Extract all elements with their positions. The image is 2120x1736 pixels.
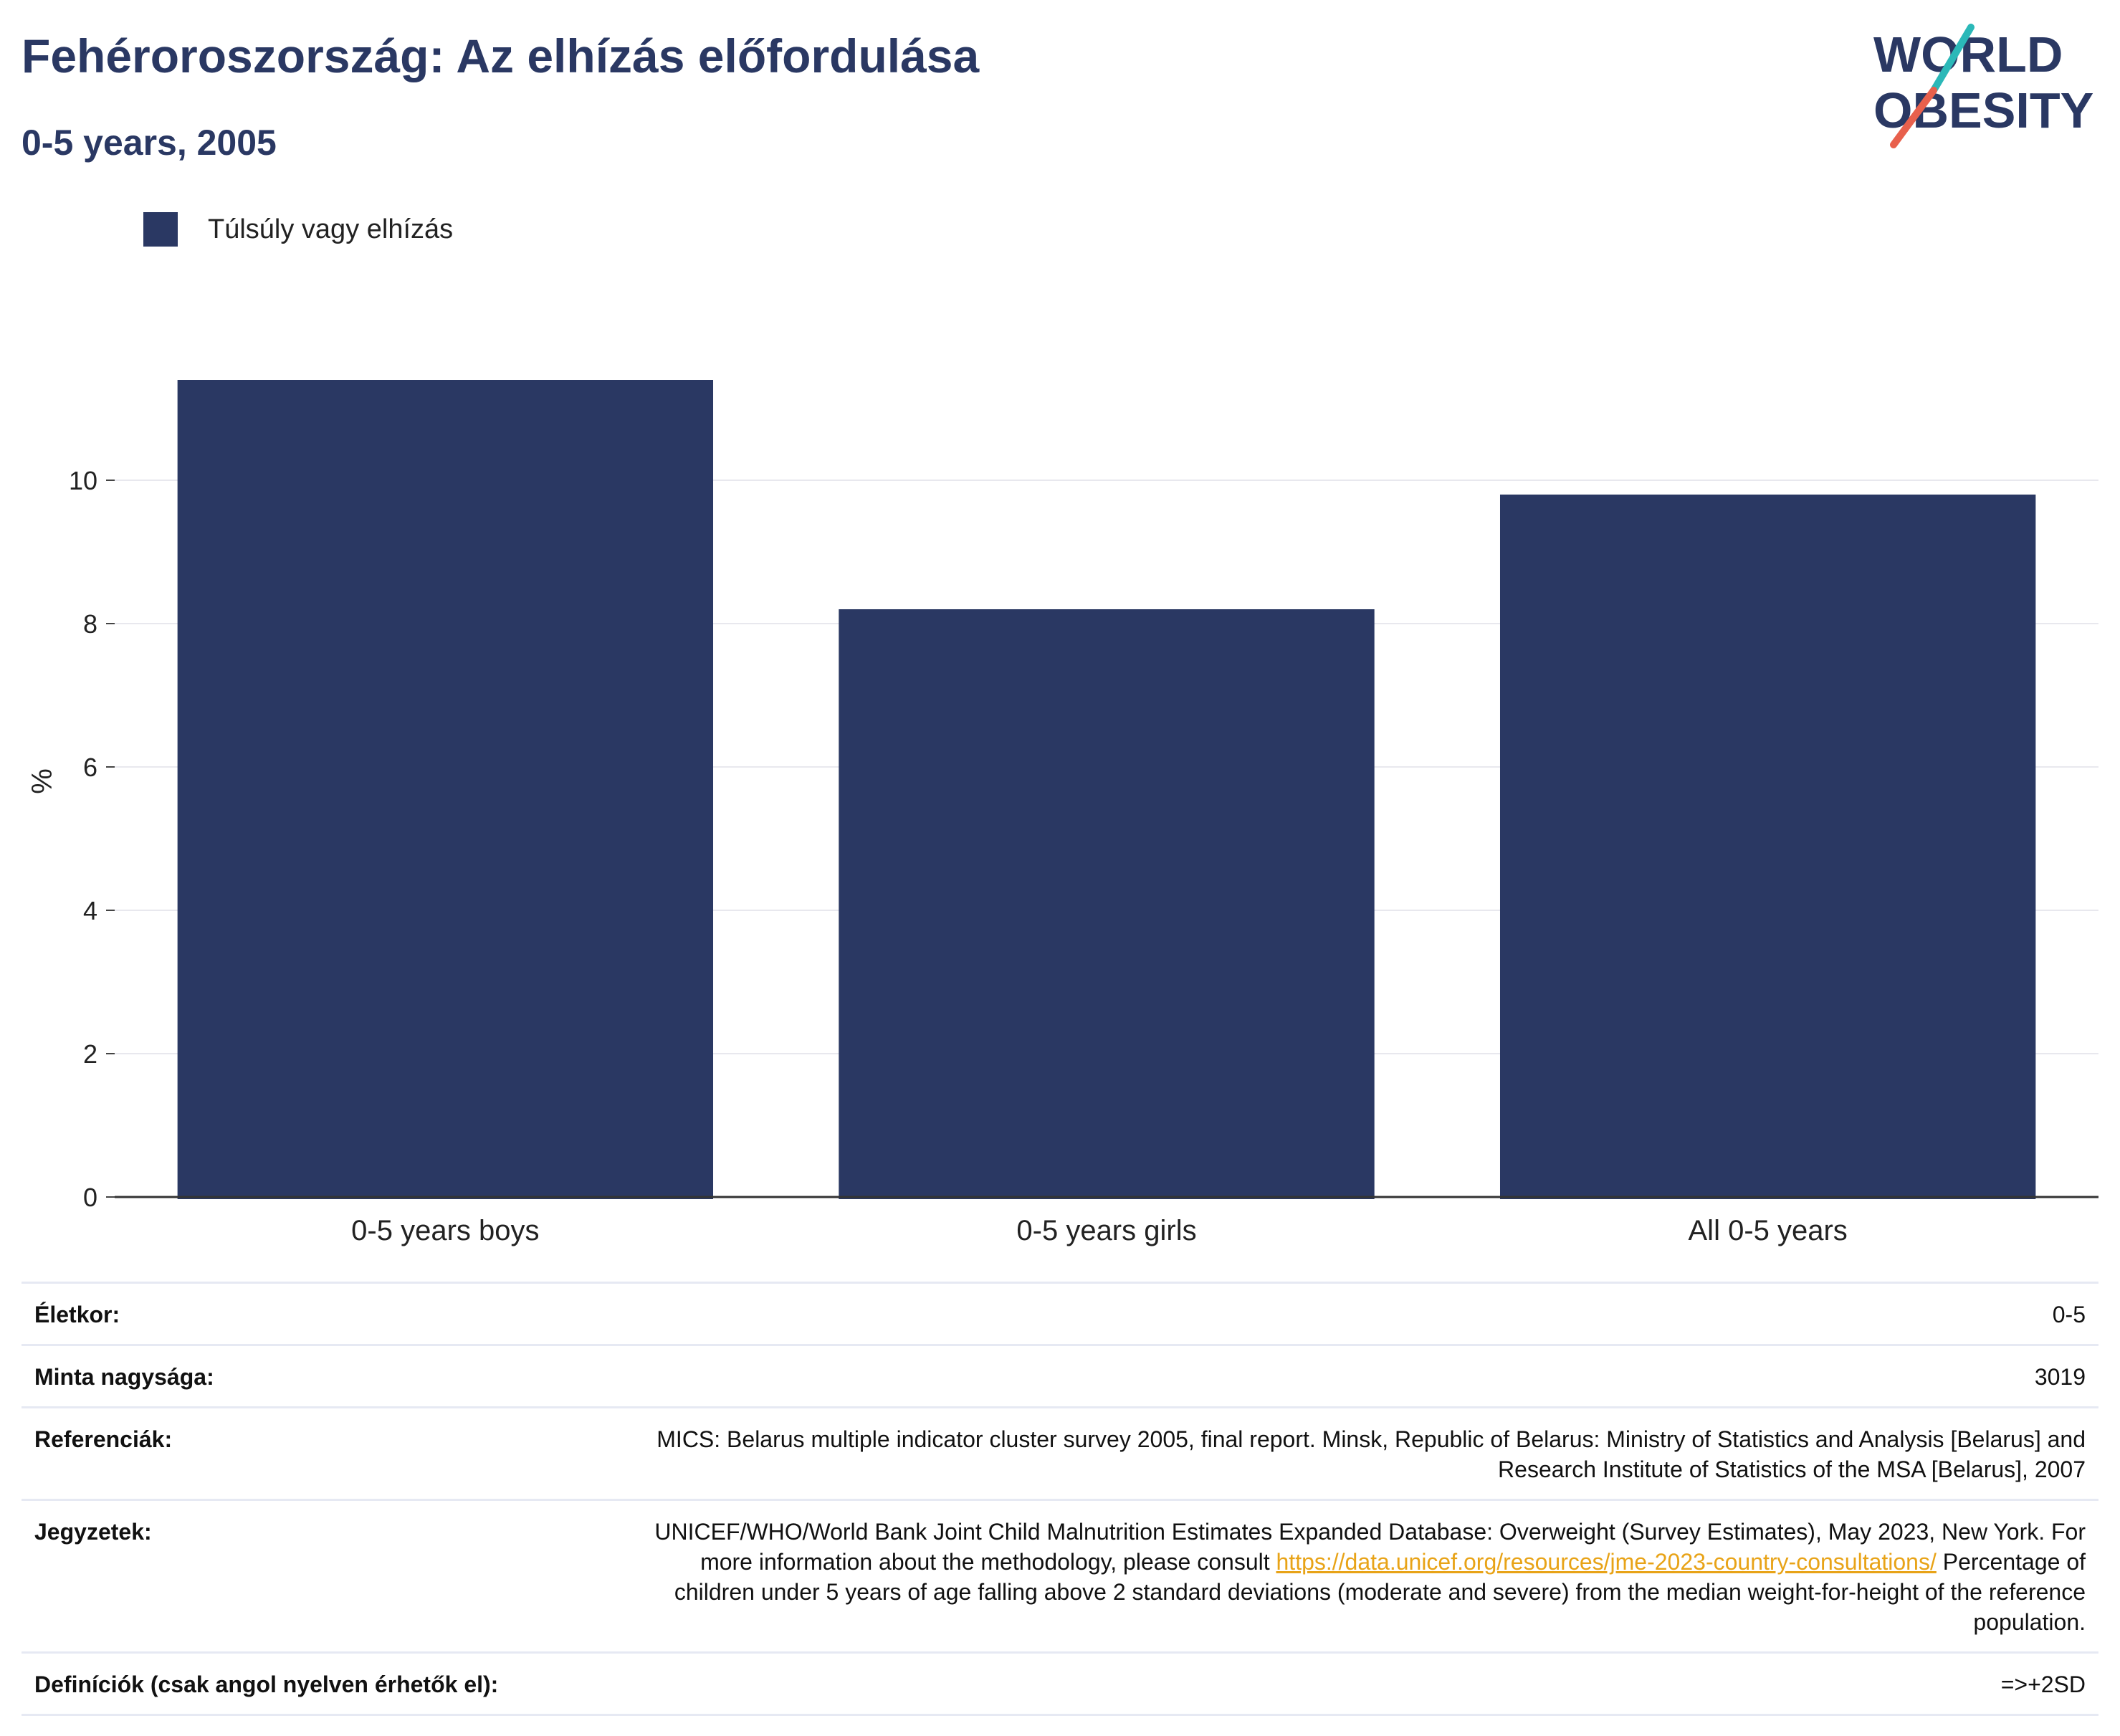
info-row-definitions: Definíciók (csak angol nyelven érhetők e…	[22, 1654, 2098, 1716]
x-category-label: 0-5 years girls	[1016, 1215, 1196, 1246]
info-table: Életkor: 0-5 Minta nagysága: 3019 Refere…	[22, 1282, 2098, 1716]
info-row-notes: Jegyzetek: UNICEF/WHO/World Bank Joint C…	[22, 1501, 2098, 1654]
y-tick-label: 0	[83, 1183, 97, 1212]
bar-chart: 0 2 4 6 8 10 0-5 years boys 0-5 years girls All …	[27, 380, 2098, 1246]
info-row-references: Referenciák: MICS: Belarus multiple indi…	[22, 1408, 2098, 1501]
y-tick-label: 10	[69, 466, 97, 495]
chart-legend: Túlsúly vagy elhízás	[143, 212, 453, 247]
sample-value: 3019	[2034, 1364, 2086, 1390]
info-row-sample: Minta nagysága: 3019	[22, 1346, 2098, 1408]
notes-text-1: UNICEF/WHO/World Bank Joint Child Malnut…	[654, 1519, 2086, 1575]
y-tick-label: 8	[83, 609, 97, 639]
sample-label: Minta nagysága:	[34, 1364, 214, 1390]
notes-text-2: Percentage of children under 5 years of …	[674, 1549, 2086, 1635]
references-label: Referenciák:	[34, 1426, 173, 1452]
bar-0	[177, 380, 714, 1199]
definitions-value: =>+2SD	[2000, 1671, 2086, 1697]
world-obesity-logo: WORLD OBESITY	[1873, 24, 2093, 148]
legend-swatch	[143, 212, 178, 247]
notes-value: UNICEF/WHO/World Bank Joint Child Malnut…	[616, 1517, 2086, 1637]
x-category-label: All 0-5 years	[1689, 1215, 1848, 1246]
references-value: MICS: Belarus multiple indicator cluster…	[656, 1426, 2086, 1482]
age-label: Életkor:	[34, 1302, 120, 1327]
x-category-label: 0-5 years boys	[351, 1215, 539, 1246]
y-axis-label: %	[27, 768, 58, 794]
y-tick-label: 4	[83, 896, 97, 925]
age-value: 0-5	[2052, 1302, 2086, 1327]
info-row-age: Életkor: 0-5	[22, 1284, 2098, 1346]
logo-line2: OBESITY	[1873, 82, 2093, 138]
methodology-link[interactable]: https://data.unicef.org/resources/jme-20…	[1276, 1549, 1937, 1575]
bar-2	[1499, 495, 2036, 1199]
page-subtitle: 0-5 years, 2005	[22, 123, 277, 163]
bar-1	[839, 609, 1375, 1199]
y-tick-label: 2	[83, 1039, 97, 1069]
notes-label: Jegyzetek:	[34, 1519, 152, 1545]
definitions-label: Definíciók (csak angol nyelven érhetők e…	[34, 1671, 499, 1697]
page-title: Fehéroroszország: Az elhízás előfordulás…	[22, 29, 980, 82]
legend-label: Túlsúly vagy elhízás	[208, 214, 454, 244]
y-tick-label: 6	[83, 753, 97, 782]
